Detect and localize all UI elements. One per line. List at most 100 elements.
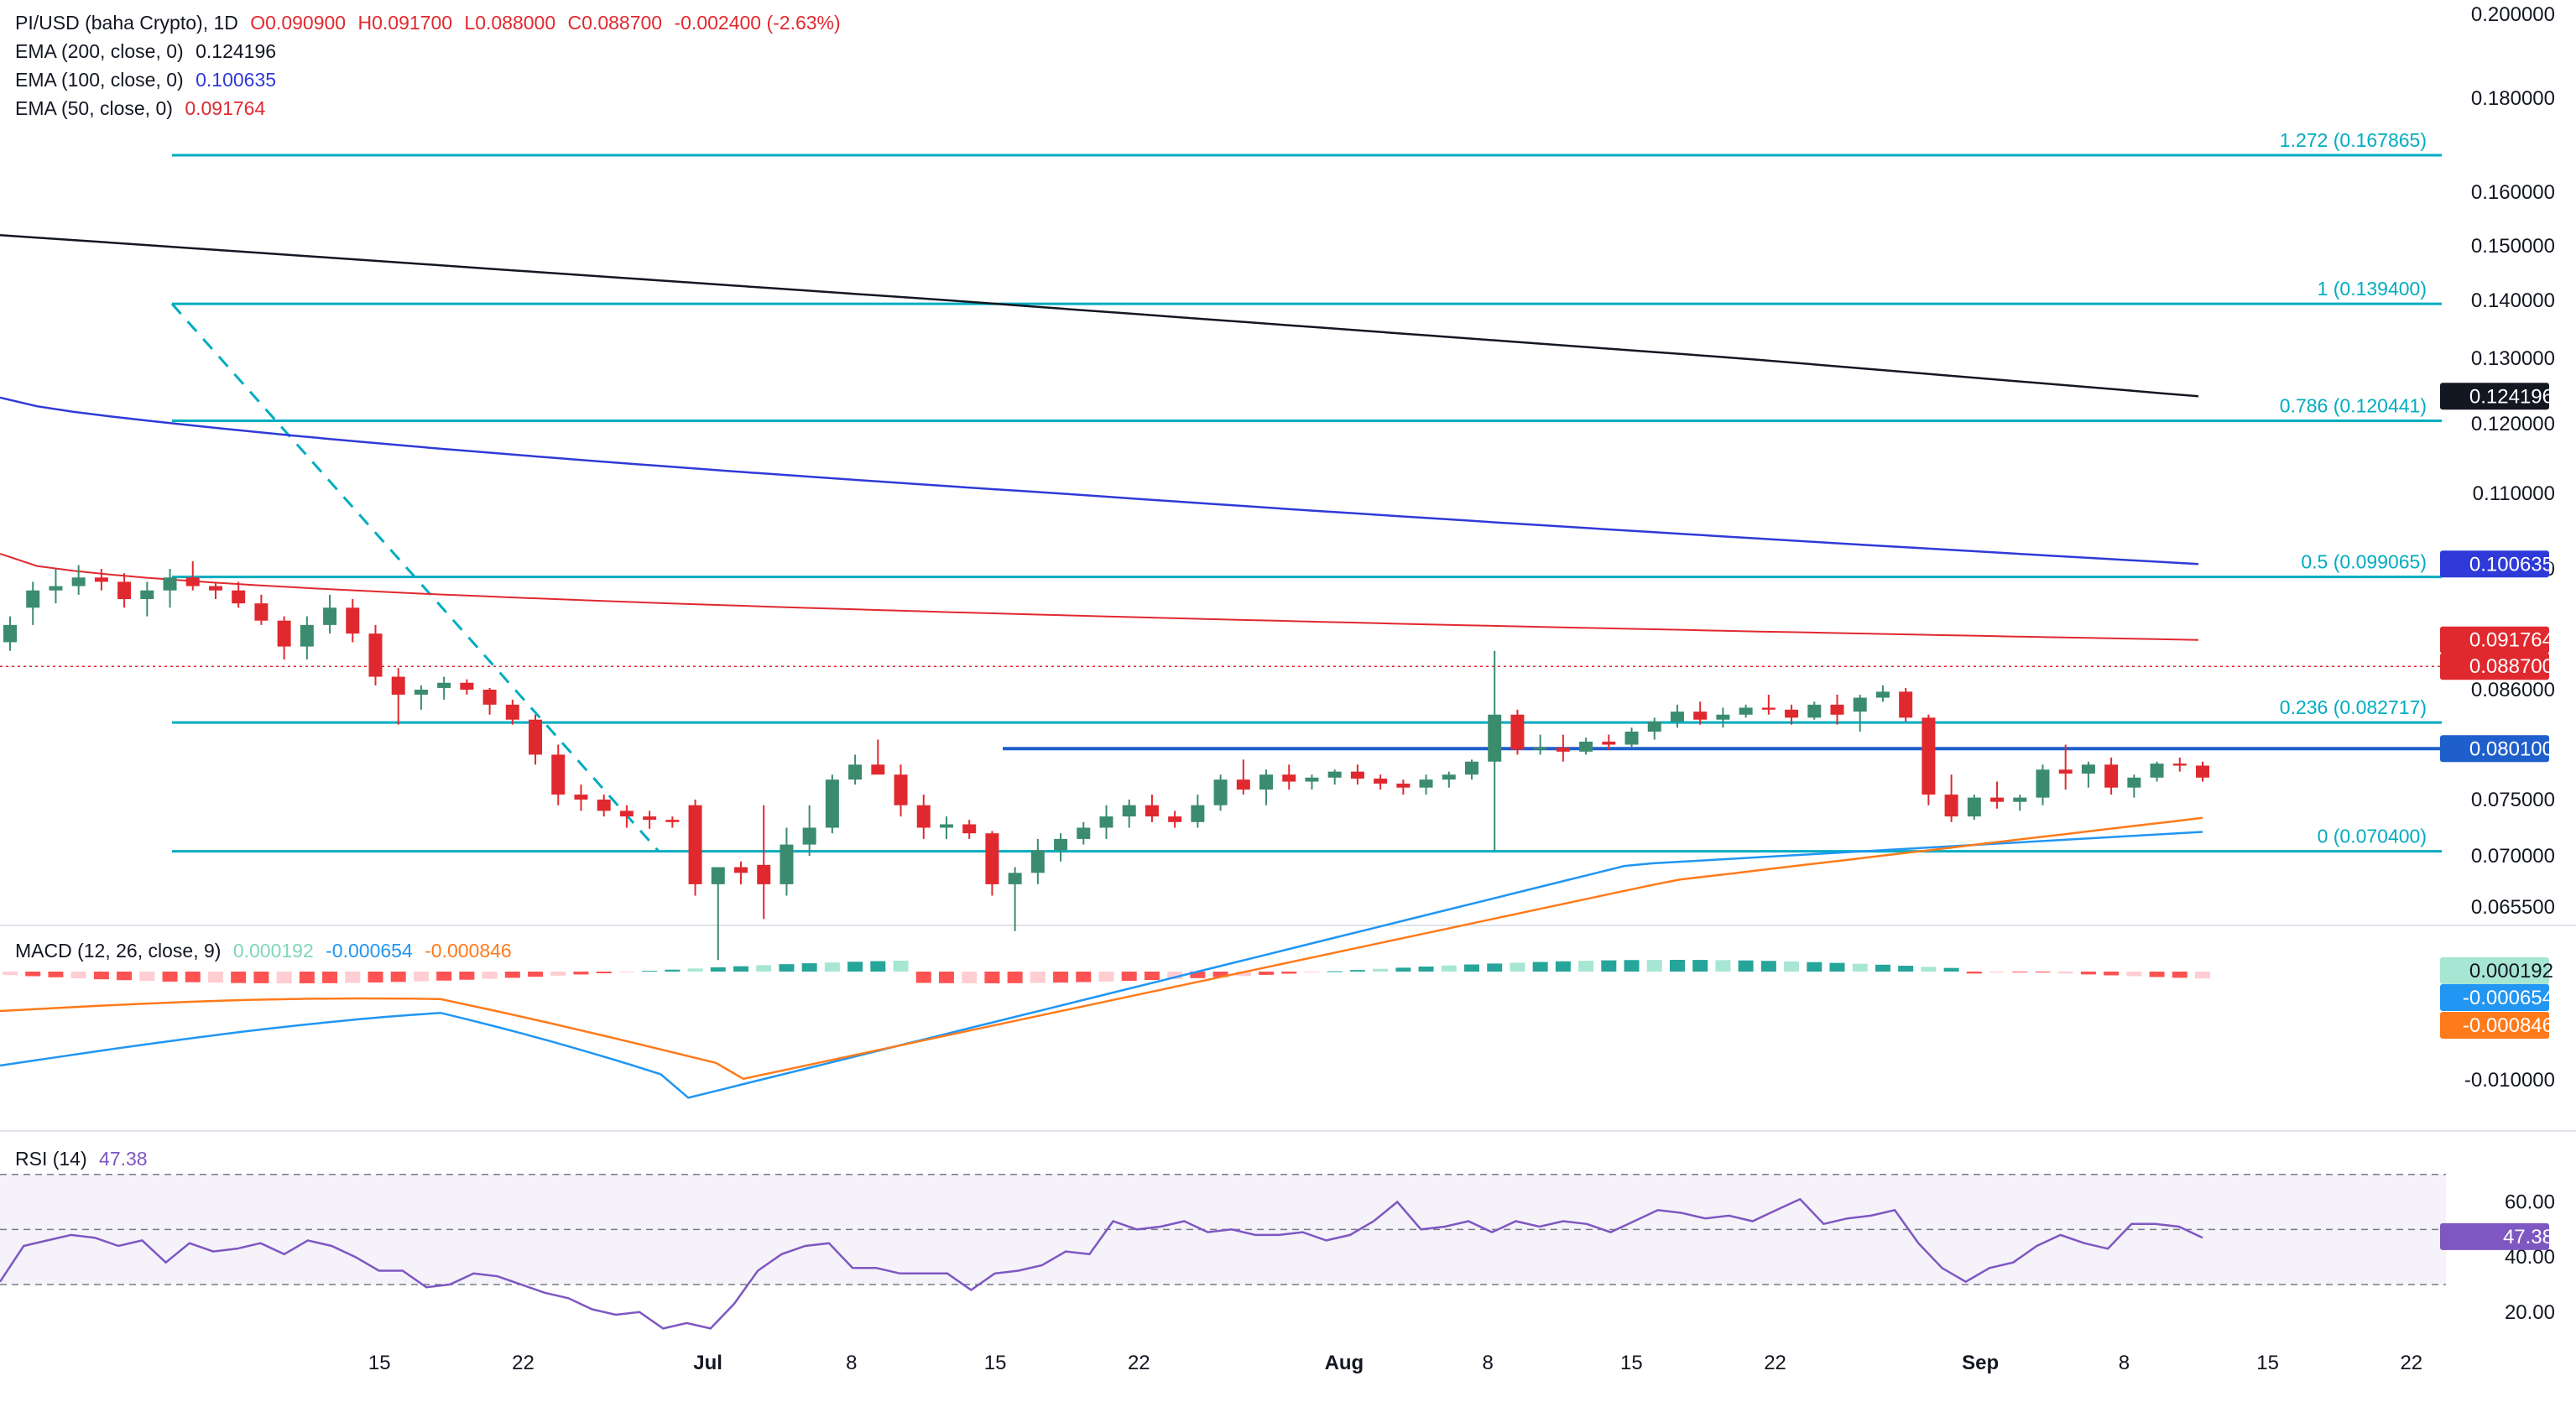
price-tick-label: 0.065500: [2471, 896, 2555, 919]
candle-body: [460, 682, 474, 690]
ema50-value: 0.091764: [185, 97, 266, 119]
candle-body: [597, 800, 611, 811]
time-tick-label: 22: [1128, 1352, 1150, 1374]
macd-histogram-bar: [390, 972, 406, 982]
macd-histogram-bar: [687, 968, 703, 972]
macd-histogram-bar: [801, 963, 817, 972]
ema100-value: 0.100635: [196, 69, 277, 91]
candle-body: [939, 824, 953, 828]
candle-body: [1739, 707, 1753, 715]
macd-histogram-bar: [2080, 972, 2096, 975]
macd-histogram-bar: [48, 972, 64, 977]
candle-body: [848, 764, 863, 780]
ema100-label: EMA (100, close, 0): [15, 69, 184, 91]
candle-body: [1533, 748, 1547, 750]
candle-body: [185, 577, 200, 586]
macd-histogram-bar: [1098, 972, 1114, 982]
candle-body: [482, 690, 497, 705]
macd-histogram-bar: [1053, 972, 1069, 983]
macd-histogram-bar: [1167, 972, 1183, 979]
candle-body: [94, 577, 108, 582]
macd-histogram-bar: [550, 972, 566, 976]
macd-histogram-bar: [2172, 972, 2188, 978]
macd-histogram-bar: [276, 972, 292, 983]
time-tick-label: 15: [2256, 1352, 2279, 1374]
ema-lines: [0, 233, 2199, 641]
candle-body: [1602, 741, 1616, 745]
price-tick-label: 0.120000: [2471, 413, 2555, 435]
macd-histogram-bar: [1624, 960, 1640, 972]
fib-label-1: 1 (0.139400): [2318, 278, 2427, 300]
ohlc-low: L0.088000: [464, 12, 556, 34]
candle-body: [1419, 779, 1433, 788]
macd-histogram-bar: [1921, 967, 1937, 972]
ema50-legend[interactable]: EMA (50, close, 0) 0.091764: [15, 97, 272, 120]
candle-body: [1944, 795, 1958, 817]
candle-body: [1875, 691, 1890, 698]
fib-label-0: 0 (0.070400): [2318, 826, 2427, 847]
candle-body: [2036, 769, 2050, 798]
macd-histogram-bar: [1943, 967, 1959, 972]
panel-separators: [0, 925, 2576, 1132]
time-tick-label: 22: [1764, 1352, 1786, 1374]
candle-body: [254, 603, 269, 621]
macd-histogram-bar: [1784, 961, 1800, 972]
macd-histogram-bar: [1464, 964, 1479, 972]
fibonacci-levels: 1.272 (0.167865) 1 (0.139400) 0.786 (0.120…: [0, 129, 2446, 853]
macd-histogram-bar: [1121, 972, 1137, 982]
candle-body: [1716, 714, 1730, 720]
candle-body: [734, 867, 748, 873]
candle-body: [2104, 764, 2119, 788]
macd-line: [0, 831, 2203, 1099]
candle-body: [1236, 779, 1250, 790]
ema100-legend[interactable]: EMA (100, close, 0) 0.100635: [15, 69, 283, 91]
price-tick-label: 0.086000: [2471, 679, 2555, 701]
candle-body: [985, 833, 999, 884]
time-tick-label: Jul: [693, 1352, 722, 1374]
macd-histogram-bar: [984, 972, 1000, 983]
macd-histogram-bar: [1349, 970, 1365, 972]
macd-histogram-bar: [2195, 972, 2210, 979]
candle-body: [2013, 797, 2027, 802]
macd-value: -0.000654: [326, 940, 413, 962]
ohlc-open: O0.090900: [250, 12, 347, 34]
price-tag-box: [2440, 550, 2549, 578]
ema200-legend[interactable]: EMA (200, close, 0) 0.124196: [15, 40, 283, 63]
macd-histogram-bar: [1738, 960, 1754, 972]
macd-histogram-bar: [1966, 972, 1982, 974]
macd-histogram-bar: [345, 972, 361, 983]
candle-body: [1830, 704, 1844, 715]
candle-body: [619, 810, 634, 817]
candle-body: [1327, 771, 1342, 778]
time-tick-label: 8: [2119, 1352, 2130, 1374]
macd-histogram-bar: [253, 972, 269, 983]
macd-histogram-bar: [870, 961, 886, 972]
macd-histogram-bar: [185, 972, 201, 982]
macd-histogram-bar: [2126, 972, 2142, 977]
candle-body: [2172, 764, 2187, 766]
candle-body: [1168, 816, 1182, 822]
macd-histogram-bar: [322, 972, 338, 983]
candle-body: [1510, 714, 1525, 750]
rsi-label: RSI (14): [15, 1148, 87, 1170]
candle-body: [117, 581, 132, 599]
candle-body: [1556, 748, 1570, 752]
candle-body: [757, 864, 771, 884]
candle-body: [711, 867, 725, 884]
macd-legend[interactable]: MACD (12, 26, close, 9) 0.000192 -0.0006…: [15, 940, 519, 962]
macd-histogram-bar: [1555, 961, 1571, 972]
price-tick-label: 0.130000: [2471, 347, 2555, 370]
macd-histogram-bar: [1076, 972, 1092, 982]
candle-body: [1807, 704, 1822, 718]
macd-histogram-bar: [528, 972, 544, 977]
macd-histogram-bar: [1190, 972, 1206, 978]
candle-body: [505, 704, 519, 720]
candle-body: [140, 590, 154, 599]
macd-histogram-bar: [779, 964, 795, 972]
price-tag-label: 0.124196: [2469, 385, 2553, 408]
macd-histogram-bar: [1646, 960, 1662, 972]
ohlc-high: H0.091700: [357, 12, 453, 34]
rsi-legend[interactable]: RSI (14) 47.38: [15, 1148, 154, 1170]
price-tick-label: 0.070000: [2471, 845, 2555, 868]
